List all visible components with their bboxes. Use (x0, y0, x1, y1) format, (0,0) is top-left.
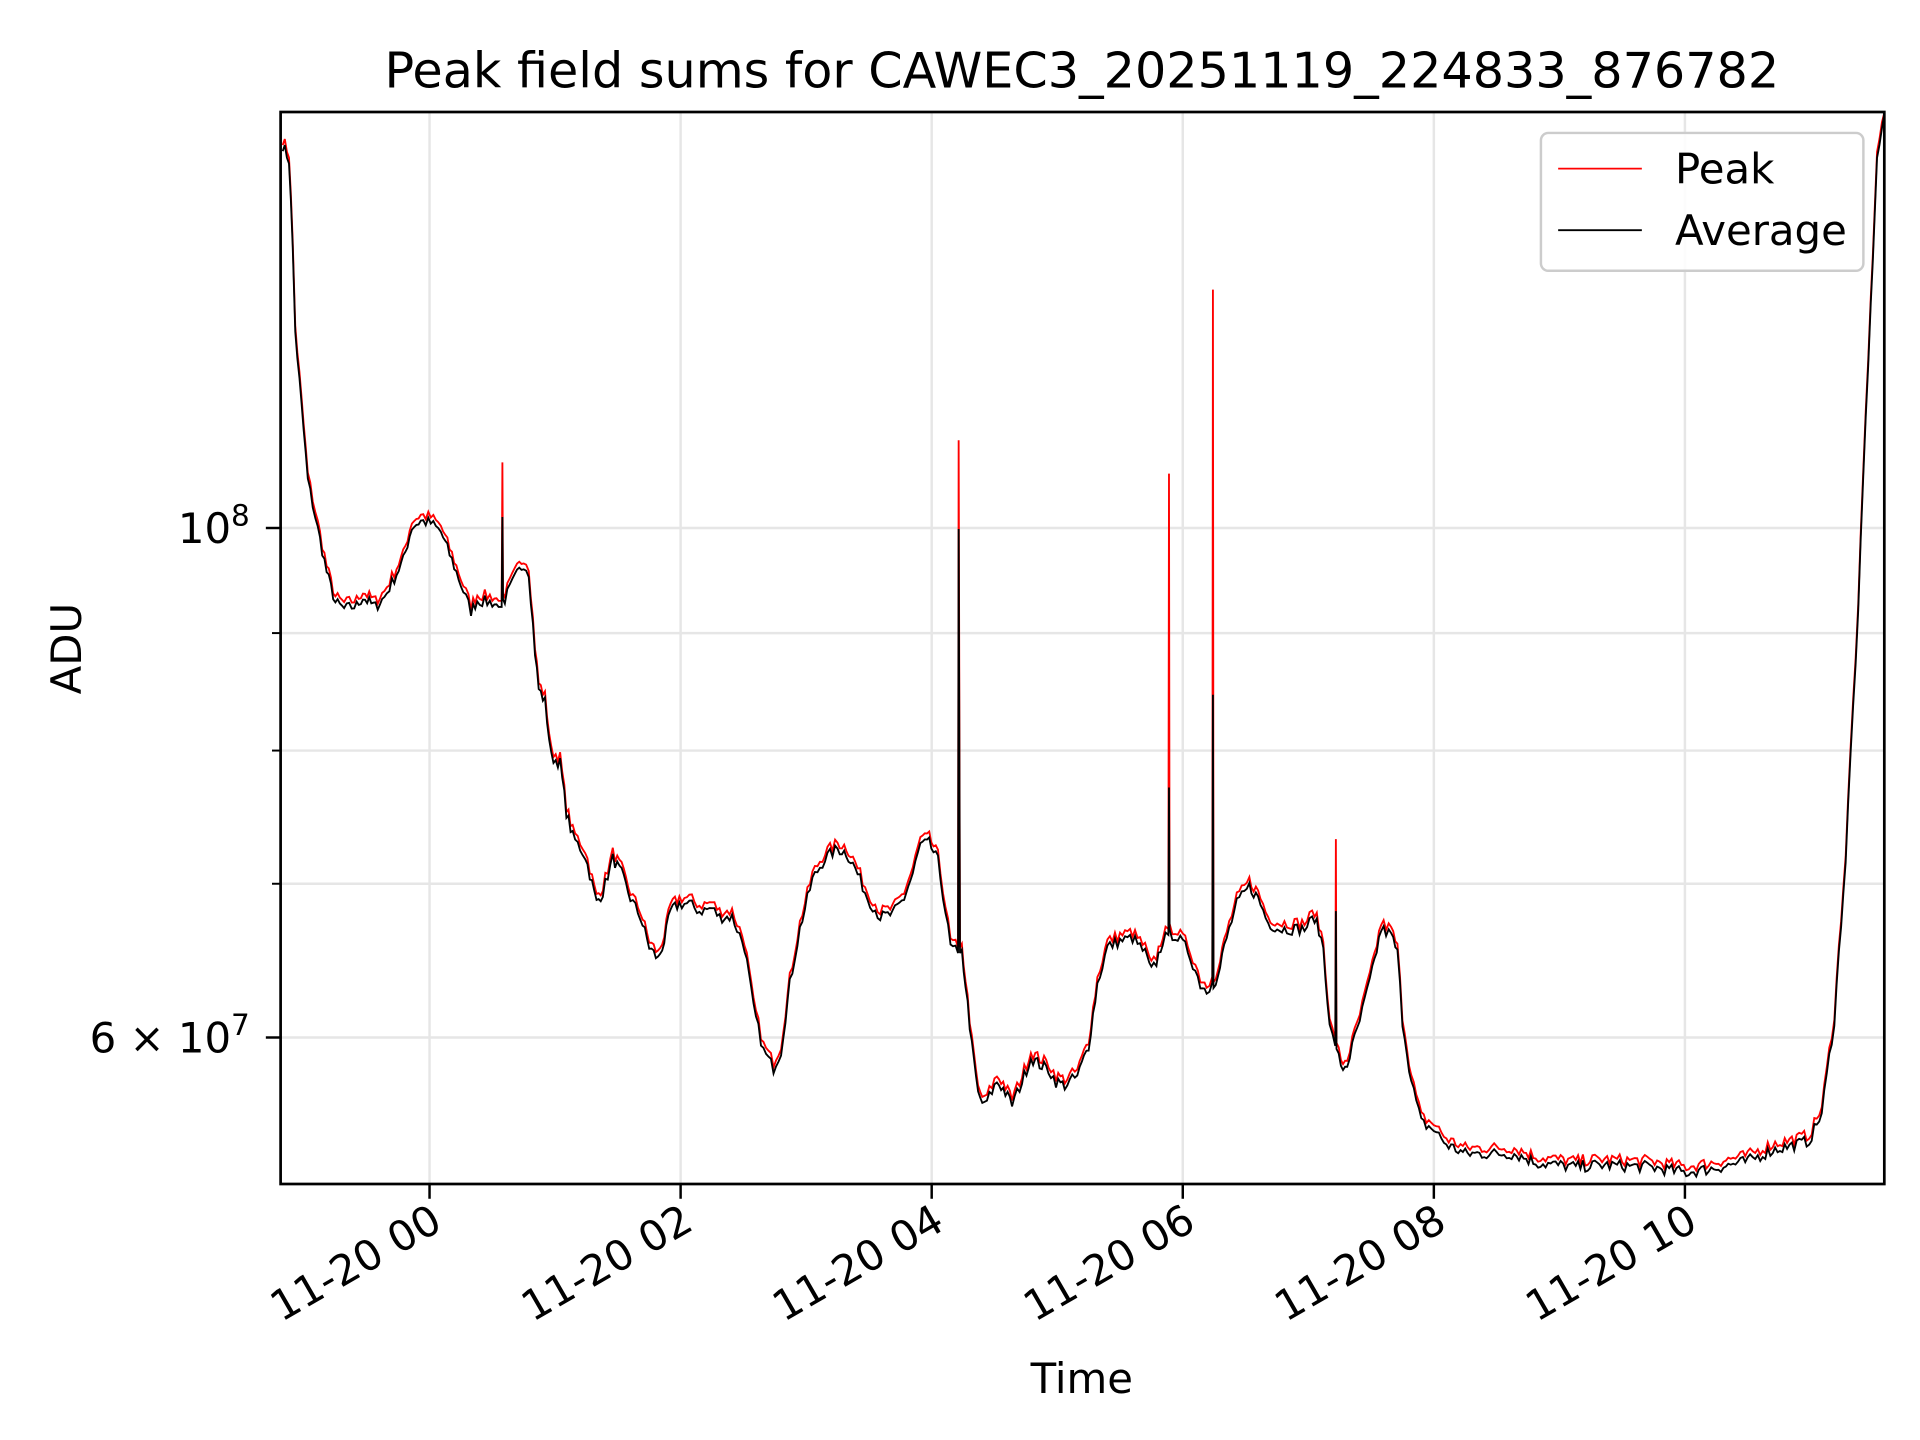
legend-average-label: Average (1675, 206, 1847, 255)
y-tick-label: 6 × 107 (90, 1008, 250, 1062)
chart-title: Peak field sums for CAWEC3_20251119_2248… (385, 41, 1780, 99)
grid (280, 112, 1885, 1184)
plot-frame (279, 110, 1886, 1186)
x-axis-label: Time (1030, 1354, 1133, 1403)
legend-peak-label: Peak (1675, 144, 1775, 193)
series (281, 111, 1886, 1179)
y-axis-label: ADU (42, 603, 91, 694)
legend-box (1539, 131, 1865, 272)
legend: Peak Average (1539, 131, 1865, 272)
average-series-line (281, 111, 1886, 1179)
y-tick-label: 108 (178, 499, 250, 553)
